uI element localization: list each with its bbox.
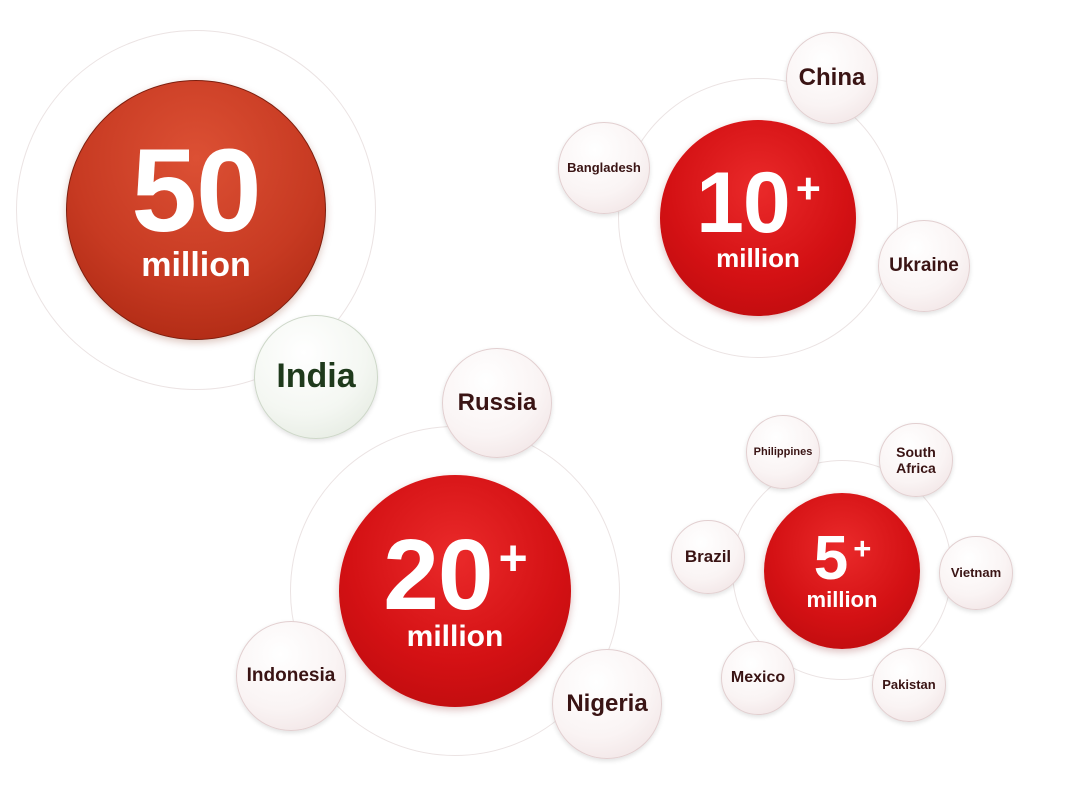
hub-10-plus: + [795,165,821,214]
country-south-africa: South Africa [879,423,953,497]
country-ukraine: Ukraine [878,220,970,312]
country-pakistan: Pakistan [872,648,946,722]
hub-10-value: 10 + [696,155,821,252]
country-brazil: Brazil [671,520,745,594]
hub-10-million: 10 + million [660,120,856,316]
country-philippines: Philippines [746,415,820,489]
country-russia: Russia [442,348,552,458]
hub-20-plus: + [498,530,528,586]
country-india: India [254,315,378,439]
hub-20-value: 20 + [383,519,528,631]
country-mexico: Mexico [721,641,795,715]
country-indonesia: Indonesia [236,621,346,731]
country-vietnam: Vietnam [939,536,1013,610]
hub-20-unit: million [406,620,504,653]
ring-10-million [618,78,898,358]
hub-20-million: 20 + million [339,475,571,707]
hub-10-unit: million [716,242,800,273]
hub-50-million: 50 million [66,80,326,340]
country-nigeria: Nigeria [552,649,662,759]
country-china: China [786,32,878,124]
hub-5-value: 5 + [813,524,872,594]
hub-5-unit: million [806,586,878,612]
hub-5-plus: + [853,530,871,566]
country-bangladesh: Bangladesh [558,122,650,214]
hub-5-million: 5 + million [764,493,920,649]
ring-50-million [16,30,376,390]
hub-50-unit: million [141,246,251,285]
hub-50-value: 50 [131,124,261,257]
